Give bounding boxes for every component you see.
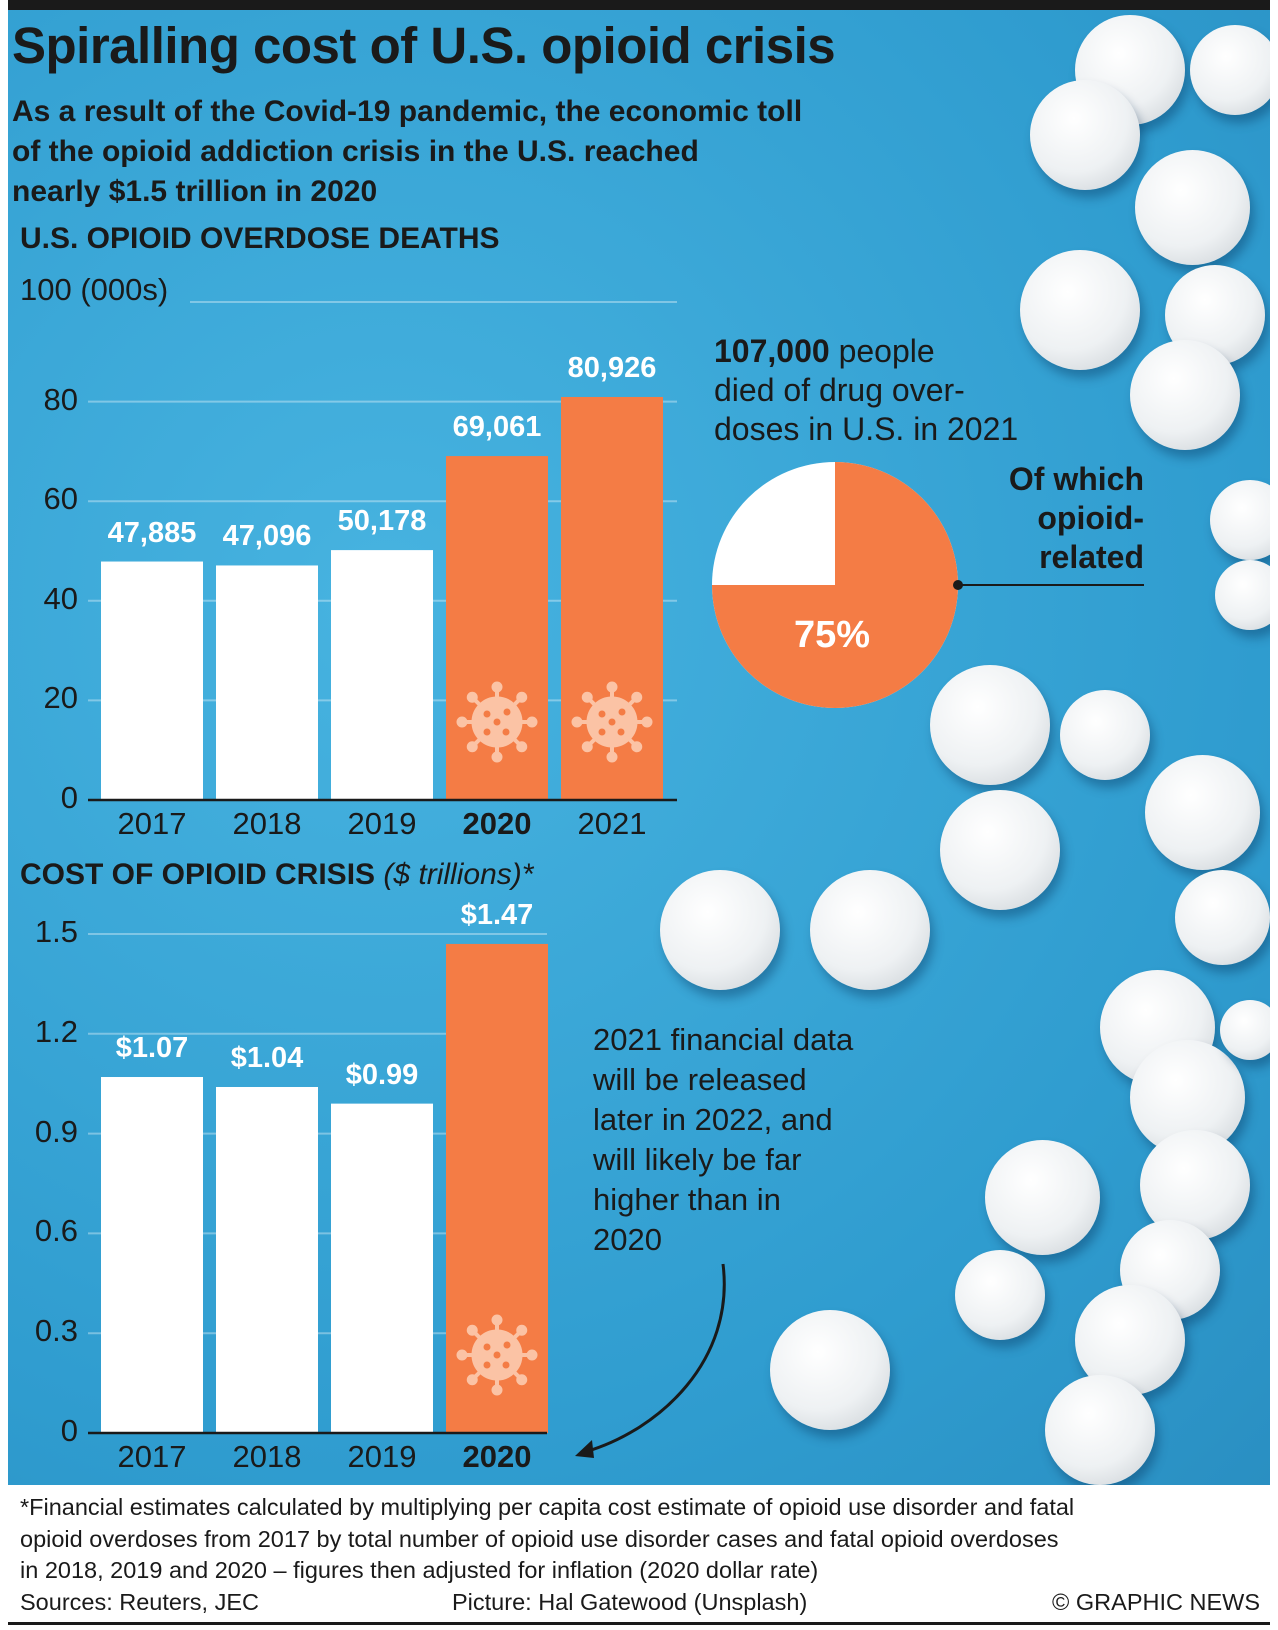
pie-desc-line: doses in U.S. in 2021 — [714, 411, 1019, 447]
copyright: © GRAPHIC NEWS — [1052, 1588, 1260, 1615]
top-rule — [8, 0, 1270, 10]
bar-value-label: $1.04 — [230, 1041, 304, 1074]
annotation-line: 2021 financial data — [593, 1022, 854, 1057]
y-tick-label: 1.5 — [34, 913, 78, 949]
pill — [940, 790, 1060, 910]
pill — [930, 665, 1050, 785]
pie-annotation-line: opioid- — [1037, 500, 1144, 536]
y-tick-label: 80 — [43, 381, 78, 417]
bar-value-label: $1.47 — [460, 898, 534, 931]
pill — [1060, 690, 1150, 780]
y-tick-label: 20 — [43, 680, 78, 716]
x-tick-label: 2017 — [117, 806, 187, 841]
deaths-y-unit: 100 (000s) — [20, 272, 169, 307]
y-tick-label: 0.6 — [34, 1213, 78, 1249]
x-tick-label: 2017 — [117, 1439, 187, 1474]
pill — [1190, 25, 1270, 115]
bar-2019 — [331, 1103, 433, 1433]
bar-2019 — [331, 550, 433, 800]
cost-title-unit: ($ trillions)* — [383, 858, 534, 891]
x-tick-label: 2019 — [347, 1439, 417, 1474]
deaths-total: 107,000 — [714, 333, 830, 369]
virus-icon — [456, 1314, 538, 1396]
pie-slice-label: 75% — [794, 614, 871, 656]
y-tick-label: 0 — [60, 1413, 78, 1448]
pie-slice-opioid — [712, 462, 958, 708]
footnote-line: opioid overdoses from 2017 by total numb… — [20, 1525, 1059, 1552]
annotation-line: will be released — [593, 1062, 807, 1097]
y-tick-label: 60 — [43, 481, 78, 517]
bar-value-label: $1.07 — [115, 1032, 189, 1064]
pill — [985, 1140, 1100, 1255]
cost-title-text: COST OF OPIOID CRISIS — [20, 858, 376, 891]
annotation-arrow — [584, 1263, 726, 1454]
pie-annotation-line: related — [1039, 539, 1144, 575]
pie-annotation-line: Of which — [1008, 461, 1144, 497]
bar-value-label: 69,061 — [452, 411, 542, 444]
bar-2017 — [101, 561, 203, 800]
pie-description: 107,000 people died of drug over- doses … — [714, 332, 1018, 449]
pill — [1130, 340, 1240, 450]
subtitle-line: nearly $1.5 trillion in 2020 — [12, 175, 378, 208]
pill — [1175, 870, 1270, 965]
annotation-line: 2020 — [593, 1222, 662, 1257]
pill — [1215, 560, 1270, 630]
pill — [1045, 1375, 1155, 1485]
bar-2018 — [216, 565, 318, 800]
footnote-line: *Financial estimates calculated by multi… — [20, 1494, 1075, 1520]
bottom-rule — [8, 1622, 1270, 1625]
subtitle-line: of the opioid addiction crisis in the U.… — [12, 135, 699, 168]
x-tick-label: 2020 — [462, 1439, 532, 1474]
pill — [1220, 1000, 1270, 1060]
picture-credit: Picture: Hal Gatewood (Unsplash) — [452, 1588, 808, 1615]
footnote-line: in 2018, 2019 and 2020 – figures then ad… — [20, 1557, 819, 1583]
bar-value-label: $0.99 — [345, 1058, 419, 1091]
pill — [1030, 80, 1140, 190]
pie-annotation: Of which opioid- related — [944, 460, 1144, 577]
pill — [660, 870, 780, 990]
x-tick-label: 2019 — [347, 806, 417, 841]
bar-value-label: 47,885 — [107, 516, 197, 549]
x-tick-label: 2018 — [232, 1439, 302, 1474]
pill — [1135, 150, 1250, 265]
pill — [1210, 480, 1270, 560]
virus-icon — [571, 681, 653, 763]
x-tick-label: 2018 — [232, 806, 302, 841]
deaths-chart-title: U.S. OPIOID OVERDOSE DEATHS — [20, 222, 500, 255]
subtitle-line: As a result of the Covid-19 pandemic, th… — [12, 95, 803, 128]
pill — [955, 1250, 1045, 1340]
pill — [1020, 250, 1140, 370]
annotation-line: higher than in — [593, 1182, 781, 1217]
sources: Sources: Reuters, JEC — [20, 1588, 260, 1615]
y-tick-label: 40 — [43, 580, 78, 616]
pill — [770, 1310, 890, 1430]
cost-annotation: 2021 financial data will be released lat… — [593, 1020, 853, 1260]
pie-desc-line: died of drug over- — [714, 372, 965, 408]
pill — [1145, 755, 1260, 870]
footer: *Financial estimates calculated by multi… — [20, 1492, 1260, 1619]
bar-value-label: 50,178 — [337, 505, 427, 538]
y-tick-label: 0 — [60, 780, 78, 815]
bar-2018 — [216, 1086, 318, 1433]
annotation-line: later in 2022, and — [593, 1102, 833, 1137]
bar-value-label: 80,926 — [567, 351, 657, 384]
x-tick-label: 2020 — [462, 806, 532, 841]
cost-chart-title: COST OF OPIOID CRISIS ($ trillions)* — [20, 858, 533, 892]
x-tick-label: 2021 — [577, 806, 647, 841]
annotation-line: will likely be far — [593, 1142, 802, 1177]
y-tick-label: 0.3 — [34, 1313, 78, 1349]
page-title: Spiralling cost of U.S. opioid crisis — [12, 17, 836, 74]
virus-icon — [456, 681, 538, 763]
y-tick-label: 0.9 — [34, 1113, 78, 1149]
arrow-head-icon — [575, 1440, 594, 1458]
bar-2017 — [101, 1077, 203, 1433]
bar-value-label: 47,096 — [222, 520, 312, 553]
pie-desc-line: people — [829, 333, 935, 369]
y-tick-label: 1.2 — [34, 1013, 78, 1049]
leader-dot — [953, 580, 963, 590]
pill — [810, 870, 930, 990]
